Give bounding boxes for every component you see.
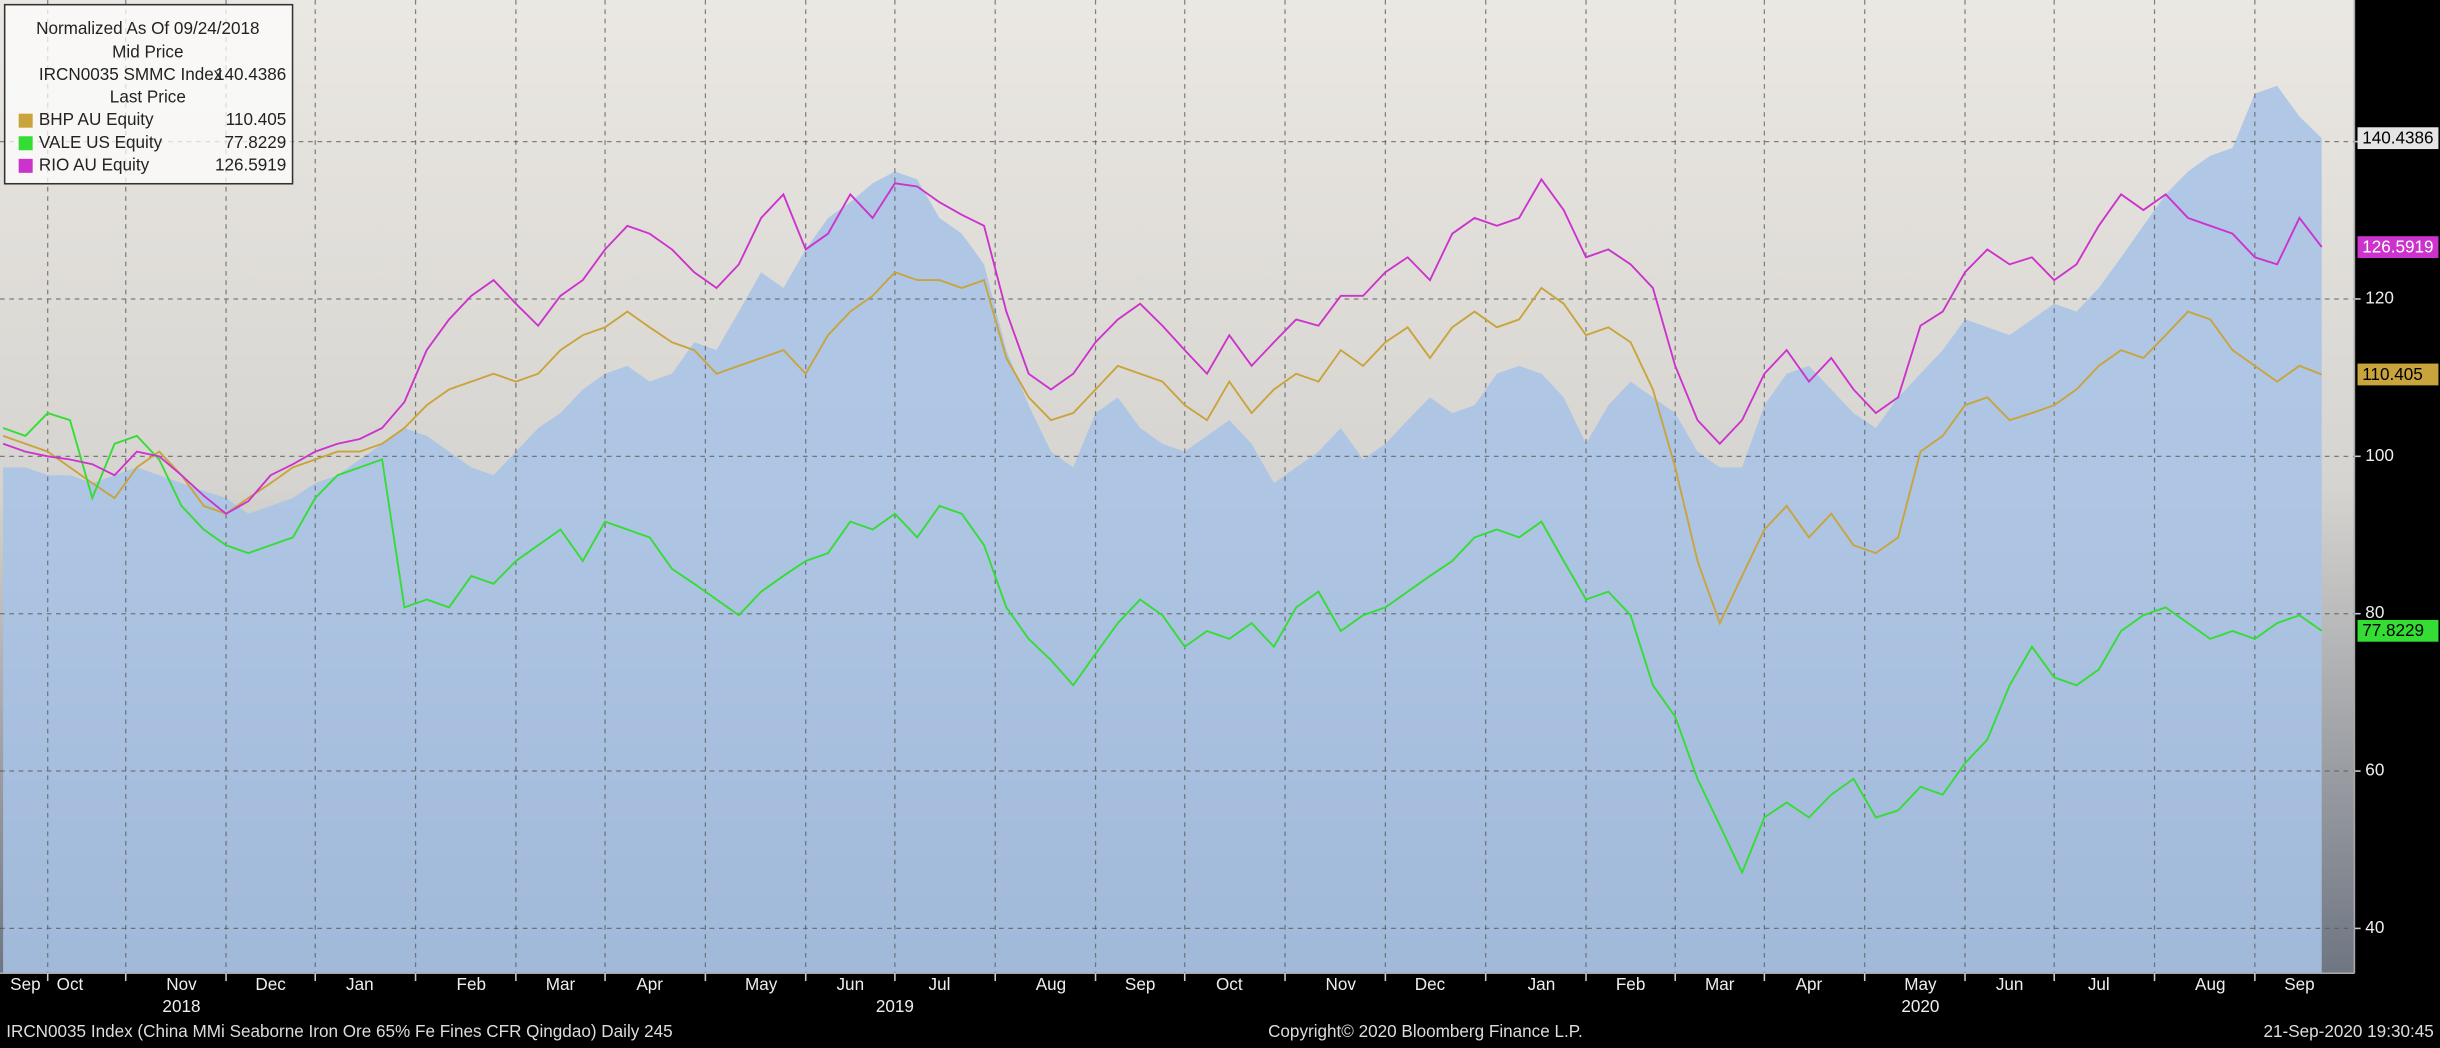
area: [3, 85, 2322, 974]
x-tick-label: Nov: [166, 975, 197, 994]
x-tick-label: Jul: [929, 975, 951, 994]
x-year-label: 2019: [876, 997, 914, 1016]
x-tick-label: Jun: [837, 975, 865, 994]
footer-right: 21-Sep-2020 19:30:45: [2264, 1022, 2434, 1041]
x-tick-label: Jan: [346, 975, 374, 994]
x-tick-label: Apr: [636, 975, 663, 994]
last-value-label: 110.405: [2362, 365, 2423, 384]
x-tick-label: Dec: [1415, 975, 1446, 994]
x-tick-label: Dec: [255, 975, 286, 994]
x-tick-label: Sep: [2284, 975, 2314, 994]
x-tick-label: Aug: [2195, 975, 2225, 994]
area-layer: [3, 85, 2322, 974]
x-tick-label: Oct: [1216, 975, 1243, 994]
x-tick-label: May: [745, 975, 778, 994]
legend-swatch: [18, 136, 33, 151]
legend-swatch: [18, 158, 33, 173]
axis-layer: 406080100120140SepOctNovDecJanFebMarAprM…: [0, 0, 2439, 1016]
x-tick-label: Apr: [1796, 975, 1823, 994]
x-tick-label: Aug: [1036, 975, 1066, 994]
legend-value: 126.5919: [215, 155, 286, 174]
x-tick-label: Jul: [2088, 975, 2110, 994]
x-tick-label: Mar: [546, 975, 576, 994]
last-value-tag: [2357, 619, 2439, 642]
x-tick-label: May: [1904, 975, 1937, 994]
last-value-label: 77.8229: [2362, 621, 2424, 640]
y-tick-label: 120: [2365, 288, 2394, 307]
line: [2, 271, 2323, 626]
x-tick-label: Oct: [57, 975, 84, 994]
x-year-label: 2020: [1901, 997, 1939, 1016]
y-tick-label: 100: [2365, 446, 2394, 465]
legend-box: [3, 3, 294, 185]
x-tick-label: Sep: [1125, 975, 1155, 994]
last-value-label: 140.4386: [2362, 128, 2433, 147]
x-tick-label: Sep: [10, 975, 40, 994]
line-layer: [2, 177, 2323, 875]
legend-section: Mid Price: [112, 42, 183, 61]
x-year-label: 2018: [162, 997, 200, 1016]
y-tick-label: 40: [2365, 918, 2384, 937]
legend-label: IRCN0035 SMMC Index: [39, 65, 223, 84]
y-tick-label: 80: [2365, 603, 2384, 622]
y-tick-label: 60: [2365, 761, 2384, 780]
last-value-tag: [2357, 363, 2439, 386]
legend-label: RIO AU Equity: [39, 155, 150, 174]
footer-center: Copyright© 2020 Bloomberg Finance L.P.: [1268, 1022, 1583, 1041]
x-tick-label: Mar: [1705, 975, 1735, 994]
last-value-label: 126.5919: [2362, 237, 2433, 256]
legend-swatch: [18, 113, 33, 128]
x-tick-label: Nov: [1326, 975, 1357, 994]
legend-label: BHP AU Equity: [39, 110, 154, 129]
legend-value: 110.405: [226, 110, 287, 129]
legend-title: Normalized As Of 09/24/2018: [36, 19, 259, 38]
line: [2, 411, 2323, 875]
x-tick-label: Jan: [1528, 975, 1556, 994]
x-tick-label: Feb: [457, 975, 486, 994]
last-value-tag: [2357, 236, 2439, 259]
legend-value: 140.4386: [215, 65, 286, 84]
line: [2, 177, 2323, 515]
x-tick-label: Feb: [1616, 975, 1645, 994]
legend-label: VALE US Equity: [39, 133, 163, 152]
legend: Normalized As Of 09/24/2018 Mid Price IRC…: [3, 3, 294, 185]
footer-left: IRCN0035 Index (China MMi Seaborne Iron …: [6, 1022, 672, 1041]
last-value-tag: [2357, 127, 2439, 150]
legend-section: Last Price: [110, 88, 186, 107]
x-tick-label: Jun: [1996, 975, 2024, 994]
legend-value: 77.8229: [224, 133, 286, 152]
